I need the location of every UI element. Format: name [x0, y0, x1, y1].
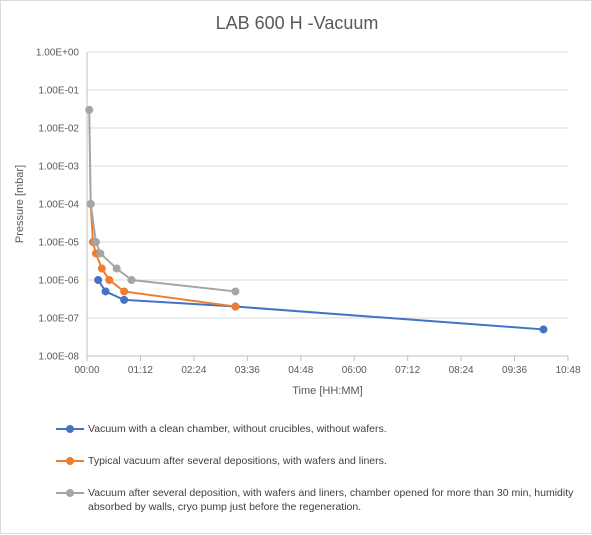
x-tick-label: 04:48 — [288, 365, 313, 376]
data-point — [94, 276, 103, 284]
x-tick-label: 06:00 — [342, 365, 367, 376]
data-point — [231, 287, 240, 296]
chart-title: LAB 600 H -Vacuum — [216, 13, 379, 33]
legend-item-series-1: Vacuum with a clean chamber, without cru… — [56, 422, 578, 436]
data-point — [539, 325, 548, 334]
series-line — [89, 203, 236, 308]
y-tick-label: 1.00E-07 — [38, 314, 79, 325]
legend-label: Typical vacuum after several depositions… — [88, 455, 387, 467]
data-point — [105, 276, 114, 284]
x-tick-label: 07:12 — [395, 365, 420, 376]
y-tick-label: 1.00E-02 — [38, 124, 79, 135]
legend-label: Vacuum after several deposition, with wa… — [88, 487, 574, 513]
y-tick-label: 1.00E-03 — [38, 162, 79, 173]
legend-dot — [66, 457, 74, 465]
series-line — [97, 279, 544, 331]
x-tick-label: 09:36 — [502, 365, 527, 376]
series-layer — [85, 105, 548, 334]
y-tick-label: 1.00E-01 — [38, 86, 79, 97]
x-tick-label: 10:48 — [555, 365, 580, 376]
legend-item-series-3: Vacuum after several deposition, with wa… — [56, 486, 578, 514]
data-point — [120, 287, 129, 296]
legend-label: Vacuum with a clean chamber, without cru… — [88, 423, 387, 435]
x-axis-title: Time [HH:MM] — [292, 385, 362, 397]
x-tick-label: 01:12 — [128, 365, 153, 376]
data-point — [112, 264, 121, 273]
legend-marker-icon — [56, 422, 86, 436]
data-point — [91, 238, 100, 246]
data-point — [86, 200, 95, 208]
y-axis-title: Pressure [mbar] — [14, 165, 26, 243]
gridlines — [87, 51, 568, 319]
x-tick-labels: 00:00 01:12 02:24 03:36 04:48 06:00 07:12 08:24… — [74, 365, 580, 376]
y-tick-label: 1.00E-04 — [38, 200, 79, 211]
y-tick-label: 1.00E-08 — [38, 352, 79, 363]
data-point — [231, 302, 240, 311]
x-tick-label: 02:24 — [181, 365, 206, 376]
legend-dot — [66, 425, 74, 433]
legend-dot — [66, 489, 74, 497]
series-line — [88, 109, 236, 293]
series-1 — [94, 276, 548, 334]
data-point — [120, 295, 129, 304]
legend-marker-icon — [56, 454, 86, 468]
data-point — [97, 264, 106, 273]
legend-marker-icon — [56, 486, 86, 500]
y-tick-label: 1.00E-05 — [38, 238, 79, 249]
data-point — [127, 276, 136, 284]
axes — [86, 52, 569, 361]
series-3 — [85, 105, 240, 296]
y-tick-labels: 1.00E+00 1.00E-01 1.00E-02 1.00E-03 1.00E-04… — [36, 48, 80, 363]
x-tick-label: 00:00 — [74, 365, 99, 376]
x-tick-label: 08:24 — [449, 365, 474, 376]
data-point — [96, 249, 105, 258]
y-tick-label: 1.00E+00 — [36, 48, 80, 59]
data-point — [85, 105, 94, 114]
x-tick-label: 03:36 — [235, 365, 260, 376]
data-point — [101, 287, 110, 296]
legend-item-series-2: Typical vacuum after several depositions… — [56, 454, 578, 468]
y-tick-label: 1.00E-06 — [38, 276, 79, 287]
